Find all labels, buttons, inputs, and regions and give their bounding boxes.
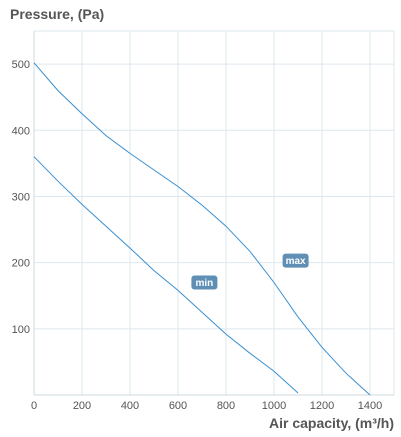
x-tick-label: 600 (169, 400, 187, 412)
series-labels: max min (191, 253, 309, 290)
badge-label: max (286, 256, 306, 267)
series-badge-max: max (282, 253, 309, 268)
badge-bg (282, 253, 309, 268)
x-tick-label: 0 (31, 400, 37, 412)
badge-label: min (196, 278, 214, 289)
y-tick-label: 200 (12, 258, 30, 270)
axes (33, 31, 394, 396)
x-tick-label: 1200 (310, 400, 334, 412)
x-tick-label: 800 (217, 400, 235, 412)
series-line-min (33, 156, 299, 394)
series-badge-min: min (191, 275, 218, 290)
grid (34, 30, 395, 395)
y-tick-label: 100 (12, 324, 30, 336)
series-line-max (33, 62, 371, 396)
tick-labels: 0 200 400 600 800 1000 1200 1400 100 200 300 400 500 (12, 59, 383, 412)
badge-bg (191, 275, 218, 290)
x-tick-label: 1000 (262, 400, 286, 412)
y-tick-label: 400 (12, 125, 30, 137)
x-tick-label: 1400 (358, 400, 382, 412)
series-lines (33, 62, 371, 396)
y-tick-label: 300 (12, 191, 30, 203)
y-axis-title: Pressure, (Pa) (10, 6, 104, 22)
x-tick-label: 400 (121, 400, 139, 412)
x-axis-title: Air capacity, (m³/h) (269, 415, 394, 431)
x-tick-label: 200 (73, 400, 91, 412)
y-tick-label: 500 (12, 59, 30, 71)
